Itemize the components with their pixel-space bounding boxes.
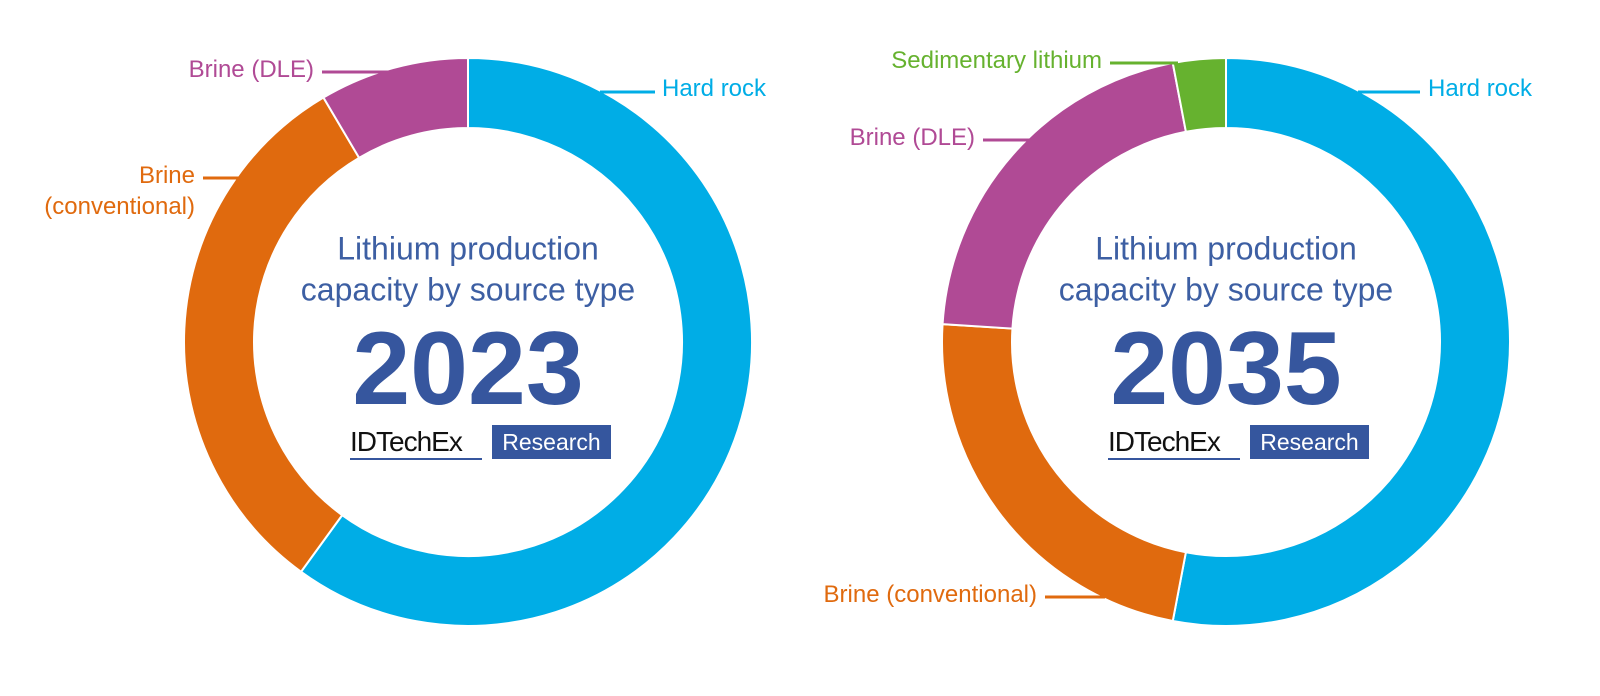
slice-hard-rock	[1171, 56, 1511, 627]
slice-sedimentary-lithium	[1171, 56, 1227, 133]
brand-research-label: Research	[502, 429, 600, 455]
slice-label-brine-dle: Brine (DLE)	[850, 124, 975, 151]
center-year: 2035	[1110, 311, 1341, 427]
center-title-line-2: capacity by source type	[1059, 271, 1393, 307]
slice-brine-conventional	[183, 96, 361, 574]
idtechex-logo: IDTechEx Research	[350, 425, 611, 460]
brand-research-label: Research	[1260, 429, 1358, 455]
slice-label-brine-conventional: Brine (conventional)	[44, 162, 195, 220]
idtechex-logo: IDTechEx Research	[1108, 425, 1369, 460]
brand-name: IDTechEx	[1108, 426, 1221, 457]
slice-label-sedimentary-lithium: Sedimentary lithium	[891, 47, 1102, 74]
center-year: 2023	[352, 311, 583, 427]
slice-label-brine-dle: Brine (DLE)	[189, 56, 314, 83]
slice-label-hard-rock: Hard rock	[662, 75, 767, 102]
center-title-line-2: capacity by source type	[301, 271, 635, 307]
donut-chart-2035: Hard rock Brine (conventional) Brine (DLE)…	[824, 47, 1533, 627]
slice-label-brine-conventional: Brine (conventional)	[824, 581, 1037, 608]
slice-label-hard-rock: Hard rock	[1428, 75, 1533, 102]
donut-chart-2023: Hard rock Brine (conventional) Brine (DLE) L…	[44, 56, 767, 627]
center-title-line-1: Lithium production	[337, 230, 598, 266]
slice-brine-dle	[322, 56, 469, 160]
center-title-line-1: Lithium production	[1095, 230, 1356, 266]
slice-hard-rock	[299, 56, 753, 627]
brand-name: IDTechEx	[350, 426, 463, 457]
